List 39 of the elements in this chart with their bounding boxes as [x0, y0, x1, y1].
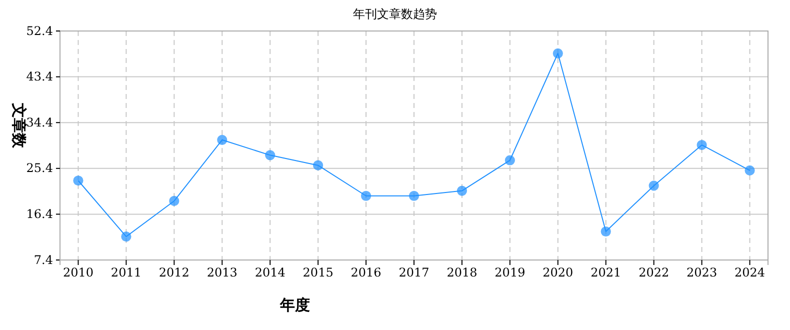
- y-tick-label: 43.4: [26, 70, 54, 84]
- y-tick-label: 25.4: [26, 161, 54, 176]
- point: [648, 180, 659, 191]
- point: [169, 196, 180, 206]
- point: [696, 140, 707, 150]
- point: [121, 232, 132, 242]
- point: [744, 165, 755, 176]
- x-tick-label: 2016: [350, 266, 382, 280]
- x-tick-label: 2022: [638, 266, 670, 280]
- point: [408, 190, 420, 201]
- point: [600, 226, 611, 237]
- x-tick-label: 2015: [302, 266, 334, 280]
- y-tick-label: 7.4: [34, 252, 54, 267]
- x-tick-label: 2018: [446, 266, 478, 280]
- point: [73, 176, 84, 186]
- x-tick-label: 2010: [62, 266, 94, 280]
- point: [456, 186, 468, 196]
- x-tick-label: 2012: [158, 266, 190, 280]
- x-tick-label: 2020: [542, 266, 574, 280]
- x-axis-title: 年度: [279, 296, 310, 314]
- y-tick-label: 34.4: [26, 115, 54, 130]
- y-tick-label: 52.4: [26, 24, 54, 38]
- point: [265, 150, 276, 160]
- x-tick-label: 2017: [398, 266, 430, 280]
- x-tick-label: 2014: [254, 266, 286, 280]
- x-tick-label: 2013: [206, 266, 238, 280]
- chart-title: 年刊文章数趋势: [353, 7, 437, 21]
- x-tick-label: 2019: [494, 266, 526, 280]
- point: [360, 190, 372, 201]
- x-tick-label: 2023: [686, 266, 718, 280]
- point: [504, 155, 515, 166]
- x-tick-label: 2024: [734, 266, 766, 280]
- point: [217, 134, 228, 145]
- x-tick-label: 2021: [590, 266, 622, 280]
- y-axis-title: 文章数: [10, 102, 28, 149]
- y-tick-label: 16.4: [26, 207, 54, 222]
- point: [313, 160, 324, 170]
- x-tick-label: 2011: [110, 266, 142, 280]
- point: [552, 48, 563, 58]
